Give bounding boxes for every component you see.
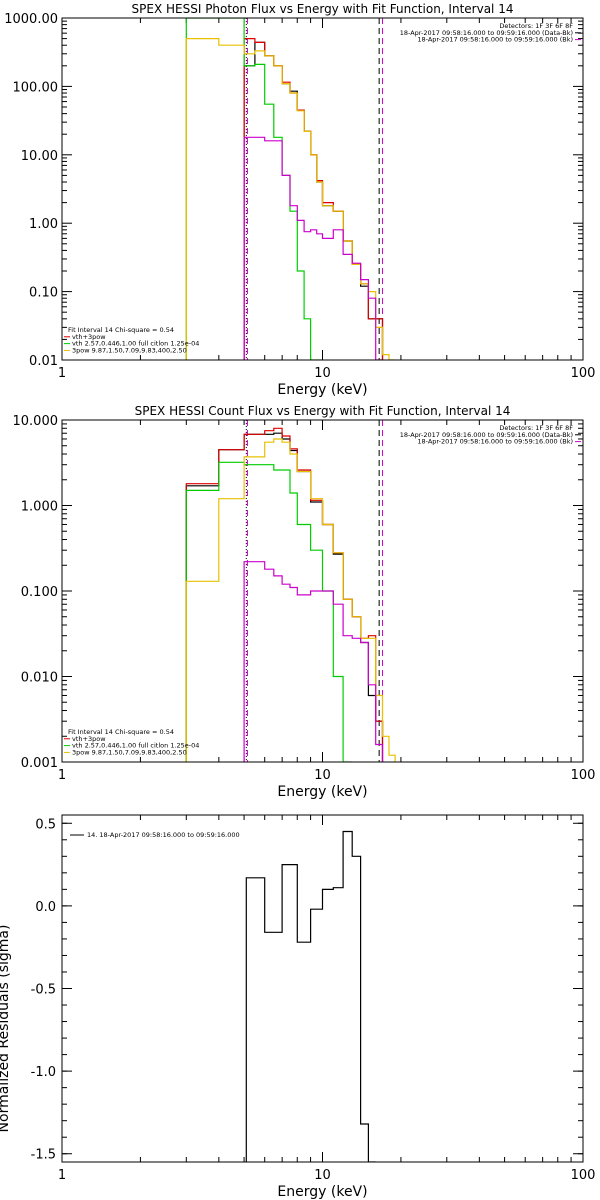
x-tick-label: 100 bbox=[571, 1168, 596, 1183]
legend-right-entry: 18-Apr-2017 09:58:16.000 to 09:59:16.000… bbox=[417, 438, 573, 446]
y-tick-label: 0.10 bbox=[29, 286, 58, 301]
legend-right-entry: Detectors: 1F 3F 6F 8F bbox=[499, 424, 573, 432]
y-tick-label: 100.00 bbox=[13, 80, 59, 95]
legend-right-entry: 18-Apr-2017 09:58:16.000 to 09:59:16.000… bbox=[400, 431, 573, 439]
x-tick-label: 1 bbox=[58, 1168, 66, 1183]
y-tick-label: 0.5 bbox=[35, 817, 56, 832]
x-tick-label: 100 bbox=[571, 366, 596, 381]
plot-frame bbox=[61, 419, 584, 763]
plot-frame bbox=[61, 814, 584, 1163]
legend-left-entry: Fit Interval 14 Chi-square = 0.54 bbox=[68, 728, 174, 736]
legend-left-entry: vth+3pow bbox=[72, 735, 106, 743]
legend-left-entry: vth 2.57,0.446,1.00 full citlon 1.25e-04 bbox=[72, 340, 199, 348]
series-bk bbox=[243, 561, 384, 762]
y-axis-label: Normalized Residuals (sigma) bbox=[0, 925, 12, 1133]
y-tick-label: -1.5 bbox=[31, 1148, 56, 1163]
y-tick-label: 0.0 bbox=[35, 900, 56, 915]
x-axis-label: Energy (keV) bbox=[277, 784, 367, 800]
y-tick-label: 0.010 bbox=[21, 671, 58, 686]
chart-title: SPEX HESSI Count Flux vs Energy with Fit… bbox=[135, 404, 511, 418]
y-tick-label: 1.00 bbox=[29, 217, 58, 232]
y-tick-label: 0.001 bbox=[21, 756, 58, 771]
series-3pow bbox=[185, 438, 396, 762]
series-vth-3pow bbox=[185, 427, 384, 762]
y-tick-label: 1000.00 bbox=[4, 12, 58, 27]
legend-left-entry: vth 2.57,0.446,1.00 full citlon 1.25e-04 bbox=[72, 742, 199, 750]
y-tick-label: 0.01 bbox=[29, 354, 58, 369]
series-14-18-apr-2017-09-58-16-000-to-09-59-16-000 bbox=[245, 830, 376, 1162]
legend-left-entry: Fit Interval 14 Chi-square = 0.54 bbox=[68, 326, 174, 334]
y-tick-label: -0.5 bbox=[31, 983, 56, 998]
x-axis-label: Energy (keV) bbox=[277, 1184, 367, 1200]
x-tick-label: 1 bbox=[58, 366, 66, 381]
chart-title: SPEX HESSI Photon Flux vs Energy with Fi… bbox=[132, 2, 514, 16]
y-tick-label: 10.000 bbox=[13, 414, 59, 429]
y-tick-label: 1.000 bbox=[21, 500, 58, 515]
series-bk bbox=[243, 136, 383, 360]
series-vth bbox=[185, 461, 353, 762]
x-tick-label: 100 bbox=[571, 768, 596, 783]
legend-left-entry: 3pow 9.87,1.50,7.09,9.83,400,2.50 bbox=[72, 748, 187, 756]
x-tick-label: 10 bbox=[314, 366, 331, 381]
legend-right-entry: 18-Apr-2017 09:58:16.000 to 09:59:16.000… bbox=[400, 29, 573, 37]
x-tick-label: 10 bbox=[314, 768, 331, 783]
plot-frame bbox=[61, 17, 584, 361]
legend-left-entry: 14. 18-Apr-2017 09:58:16.000 to 09:59:16… bbox=[87, 831, 240, 839]
legend-right-entry: Detectors: 1F 3F 6F 8F bbox=[499, 22, 573, 30]
series-data-bk bbox=[185, 432, 384, 762]
y-tick-label: 0.100 bbox=[21, 585, 58, 600]
legend-right-entry: 18-Apr-2017 09:58:16.000 to 09:59:16.000… bbox=[417, 36, 573, 44]
series-3pow bbox=[185, 38, 396, 360]
y-tick-label: 10.00 bbox=[21, 149, 58, 164]
x-tick-label: 10 bbox=[314, 1168, 331, 1183]
legend-left-entry: vth+3pow bbox=[72, 333, 106, 341]
legend-left-entry: 3pow 9.87,1.50,7.09,9.83,400,2.50 bbox=[72, 346, 187, 354]
x-tick-label: 1 bbox=[58, 768, 66, 783]
series-vth bbox=[185, 18, 323, 360]
x-axis-label: Energy (keV) bbox=[277, 382, 367, 398]
y-tick-label: -1.0 bbox=[31, 1065, 56, 1080]
